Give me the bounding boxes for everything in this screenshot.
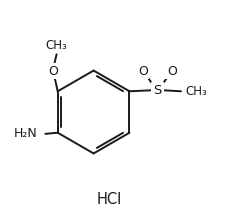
Text: HCl: HCl <box>96 192 121 207</box>
Text: O: O <box>48 65 58 78</box>
Text: CH₃: CH₃ <box>46 39 67 52</box>
Text: O: O <box>137 65 147 78</box>
Text: H₂N: H₂N <box>14 127 37 140</box>
Text: S: S <box>153 84 161 97</box>
Text: O: O <box>166 65 176 78</box>
Text: CH₃: CH₃ <box>185 85 206 98</box>
